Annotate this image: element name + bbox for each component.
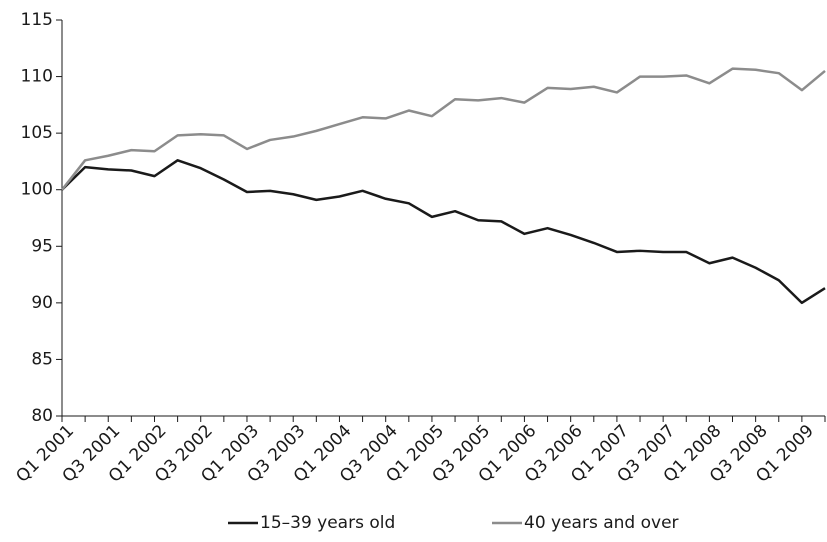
legend-label: 40 years and over	[524, 513, 679, 533]
y-tick-label: 90	[31, 293, 53, 313]
series-line	[61, 159, 826, 305]
y-tick-label: 85	[31, 349, 53, 369]
y-tick-label: 95	[31, 236, 53, 256]
y-tick-label: 110	[21, 67, 53, 87]
legend-label: 15–39 years old	[260, 513, 395, 533]
y-tick-label: 100	[21, 180, 53, 200]
series-line	[61, 67, 826, 191]
y-tick-label: 115	[21, 10, 53, 30]
y-tick-label: 105	[21, 123, 53, 143]
y-tick-label: 80	[31, 406, 53, 426]
